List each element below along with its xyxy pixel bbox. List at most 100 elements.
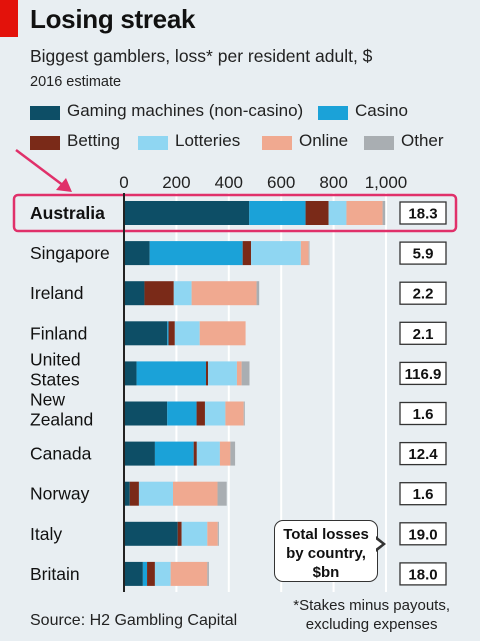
category-label: Ireland: [30, 283, 84, 303]
bar-segment: [219, 441, 231, 466]
legend-label-casino: Casino: [355, 101, 408, 120]
bar-segment: [138, 481, 173, 506]
total-value: 2.2: [413, 286, 434, 303]
bar-segment: [154, 561, 171, 586]
footnote: *Stakes minus payouts, excluding expense…: [293, 597, 450, 633]
category-label: Singapore: [30, 243, 110, 263]
total-box: [399, 401, 447, 426]
bar-segment: [124, 361, 137, 386]
bar-segment: [208, 361, 237, 386]
bar-segment: [196, 401, 205, 426]
total-value: 18.3: [408, 206, 437, 223]
bar-segment: [172, 481, 218, 506]
bar-segment: [242, 241, 252, 266]
chart-note: 2016 estimate: [30, 74, 122, 90]
bar-segment: [217, 481, 227, 506]
bar-segment: [124, 281, 145, 306]
total-value: 18.0: [408, 566, 437, 583]
bar-segment: [167, 401, 197, 426]
chart-title: Losing streak: [30, 4, 196, 34]
total-box: [399, 562, 447, 586]
x-tick-label: 800: [319, 173, 347, 192]
x-tick-label: 600: [267, 173, 295, 192]
total-box: [399, 201, 447, 225]
bar-segment: [181, 521, 208, 546]
bar-segment: [124, 521, 178, 546]
bar-segment: [173, 281, 192, 306]
category-label: Norway: [30, 484, 90, 504]
total-value: 2.1: [413, 326, 434, 343]
legend-swatch-gaming-machines: [30, 106, 60, 120]
totals-callout: Total losses by country, $bn: [274, 520, 378, 582]
total-value: 1.6: [413, 406, 434, 423]
legend-swatch-other: [364, 136, 394, 150]
legend-label-lotteries: Lotteries: [175, 131, 241, 150]
bar-segment: [124, 561, 143, 586]
category-label: New: [30, 390, 65, 410]
legend-label-online: Online: [299, 131, 349, 150]
bar-segment: [168, 321, 175, 346]
bar-segment: [230, 441, 236, 466]
brand-red-tab: [0, 0, 18, 37]
bar-segment: [174, 321, 200, 346]
total-box: [399, 441, 447, 466]
bar-segment: [129, 481, 139, 506]
bar-segment: [204, 401, 226, 426]
bar-segment: [256, 281, 260, 306]
total-box: [399, 241, 447, 265]
bar-segment: [207, 561, 209, 586]
legend-swatch-casino: [318, 106, 348, 120]
bar-segment: [196, 441, 220, 466]
x-tick-label: 200: [162, 173, 190, 192]
bar-segment: [305, 201, 329, 225]
bar-segment: [300, 241, 309, 266]
bar-segment: [124, 481, 130, 506]
total-box: [399, 522, 447, 546]
chart-subtitle: Biggest gamblers, loss* per resident adu…: [30, 46, 373, 66]
bar-segment: [177, 521, 182, 546]
category-label: Zealand: [30, 410, 93, 430]
bar-segment: [243, 401, 245, 426]
bar-segment: [251, 241, 301, 266]
category-label: Finland: [30, 323, 87, 343]
bar-segment: [147, 561, 155, 586]
bar-segment: [154, 441, 194, 466]
bar-segment: [136, 361, 207, 386]
legend-label-betting: Betting: [67, 131, 120, 150]
bar-segment: [193, 441, 197, 466]
bar-segment: [207, 521, 218, 546]
bar-segment: [199, 321, 246, 346]
total-value: 5.9: [413, 246, 434, 263]
total-value: 12.4: [408, 446, 438, 463]
total-value: 1.6: [413, 486, 434, 503]
bar-segment: [167, 321, 169, 346]
legend-swatch-lotteries: [138, 136, 168, 150]
category-label: States: [30, 369, 80, 389]
bar-segment: [124, 201, 250, 225]
bar-segment: [236, 361, 242, 386]
bar-segment: [382, 201, 386, 225]
x-tick-label: 1,000: [365, 173, 408, 192]
total-box: [399, 482, 447, 506]
bar-segment: [191, 281, 257, 306]
bar-segment: [142, 561, 148, 586]
x-tick-label: 0: [119, 173, 128, 192]
highlight-arrow-head: [56, 178, 72, 192]
bar-segment: [225, 401, 244, 426]
category-label: Italy: [30, 524, 62, 544]
bar-segment: [124, 441, 155, 466]
legend-label-gaming-machines: Gaming machines (non-casino): [67, 101, 304, 120]
total-box: [399, 361, 447, 386]
total-value: 19.0: [408, 526, 437, 543]
total-value: 116.9: [405, 366, 442, 383]
x-tick-label: 400: [215, 173, 243, 192]
bar-segment: [241, 361, 250, 386]
bar-segment: [144, 281, 174, 306]
total-box: [399, 281, 447, 305]
bar-segment: [149, 241, 243, 266]
bar-segment: [124, 401, 168, 426]
source-note: Source: H2 Gambling Capital: [30, 612, 238, 629]
bar-segment: [124, 321, 168, 346]
legend-swatch-betting: [30, 136, 60, 150]
